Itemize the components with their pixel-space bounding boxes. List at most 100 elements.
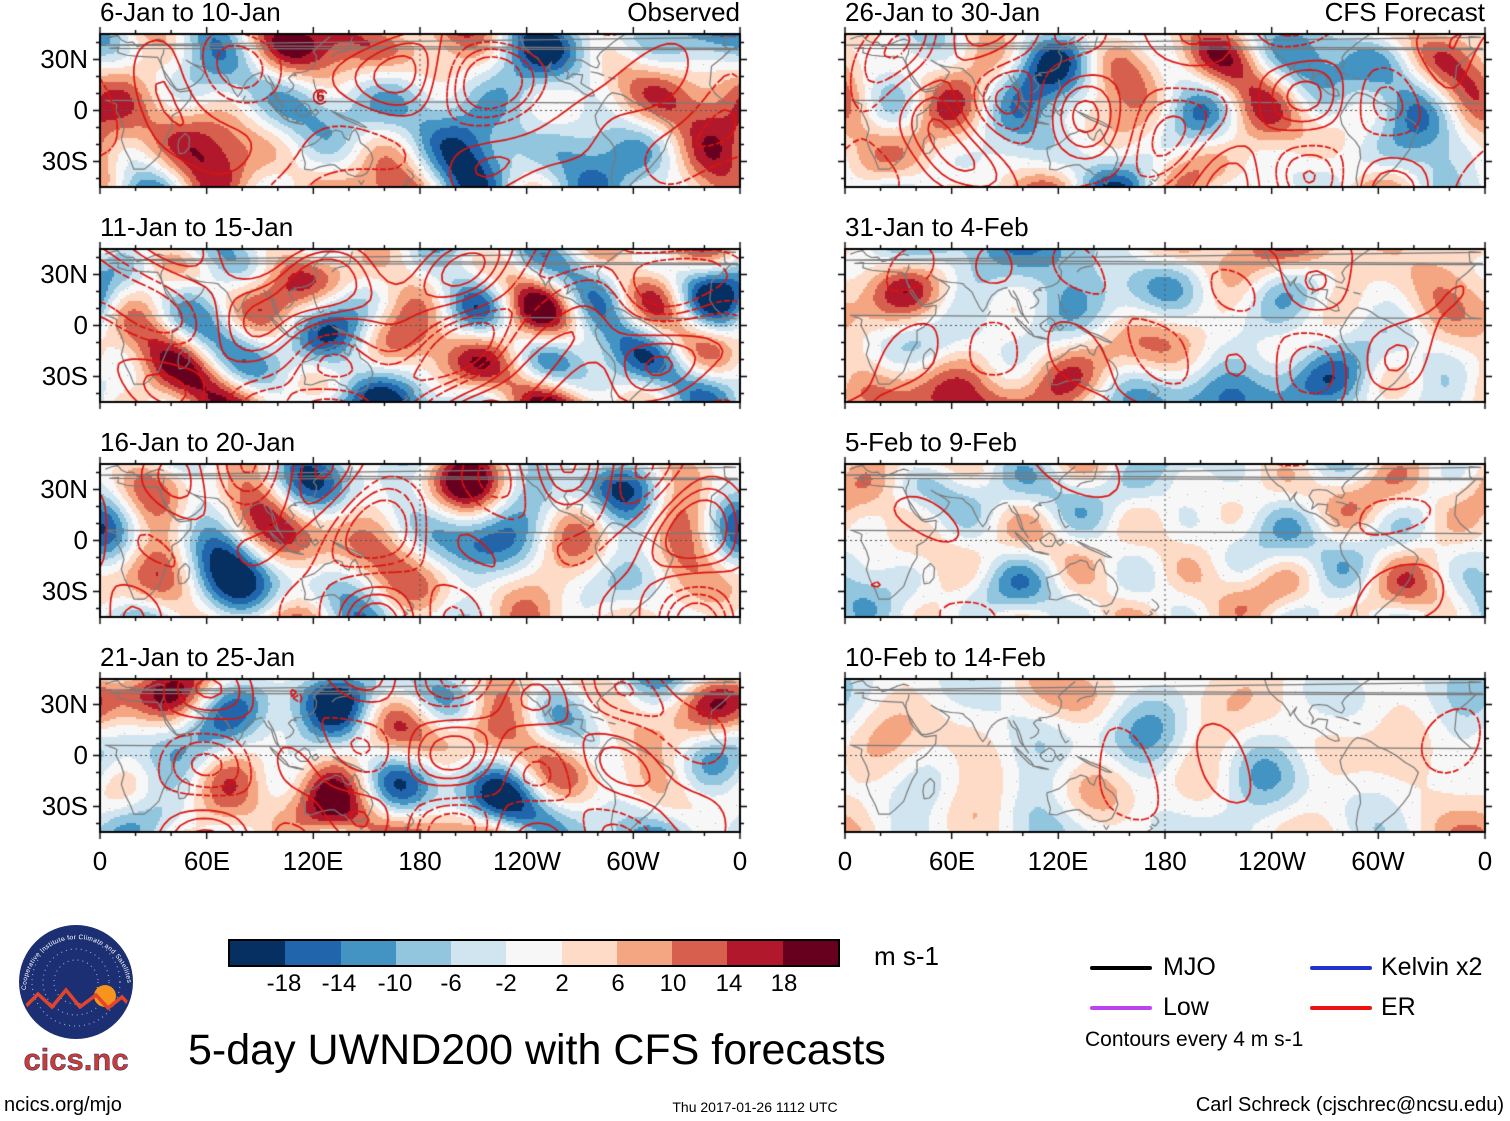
panel-row: 11-Jan to 15-Jan: [90, 212, 750, 430]
lon-tick-label: 120E: [1027, 846, 1089, 876]
observed-column: 6-Jan to 10-Jan Observed 11-Jan to 15-Ja…: [90, 0, 750, 842]
lon-tick-label: 180: [1143, 846, 1187, 876]
legend-line-low: [1090, 1006, 1152, 1010]
colorbar-segment: [616, 941, 673, 965]
legend-label-er: ER: [1381, 993, 1416, 1021]
colorbar-segment: [451, 941, 507, 965]
panel-title: 16-Jan to 20-Jan: [100, 427, 296, 457]
panel-header: 16-Jan to 20-Jan: [100, 427, 740, 458]
colorbar-tick-label: 18: [770, 970, 798, 997]
panel-title: 10-Feb to 14-Feb: [845, 642, 1046, 672]
colorbar-segment: [230, 941, 286, 965]
lon-tick-label: 60W: [1351, 846, 1405, 876]
legend-line-mjo: [1090, 966, 1152, 970]
lon-tick-label: 60E: [183, 846, 231, 876]
panel-row: 31-Jan to 4-Feb: [835, 212, 1495, 430]
lon-tick-label: 120W: [493, 846, 561, 876]
panel-header: 26-Jan to 30-Jan CFS Forecast: [845, 0, 1485, 28]
map-panel-canvas: [90, 454, 750, 627]
colorbar-tick-label: -2: [495, 970, 517, 997]
lat-tick-label: 30N: [40, 44, 88, 74]
lon-tick-label: 60W: [606, 846, 660, 876]
map-panel-canvas: [835, 669, 1495, 842]
lat-tick-label: 30S: [41, 576, 88, 606]
lat-tick-label: 30N: [40, 259, 88, 289]
colorbar-units: m s-1: [874, 941, 939, 971]
footer-credit: Carl Schreck (cjschrec@ncsu.edu): [1195, 1094, 1504, 1116]
colorbar-segment: [782, 941, 838, 965]
logo-mountains-icon: [21, 987, 131, 1012]
panel-row: 5-Feb to 9-Feb: [835, 427, 1495, 645]
colorbar-tick-label: 6: [611, 970, 625, 997]
panel-row: 6-Jan to 10-Jan Observed: [90, 0, 750, 215]
panel-header: 31-Jan to 4-Feb: [845, 212, 1485, 243]
legend-label-low: Low: [1163, 993, 1209, 1021]
legend-line-er: [1310, 1006, 1372, 1010]
colorbar-segment: [506, 941, 562, 965]
panel-title: 21-Jan to 25-Jan: [100, 642, 296, 672]
colorbar-tick-label: -18: [266, 970, 302, 997]
footer-url: ncics.org/mjo: [4, 1094, 122, 1116]
colorbar-segment: [340, 941, 396, 965]
forecast-column: 26-Jan to 30-Jan CFS Forecast 31-Jan to …: [835, 0, 1495, 842]
column-corner-label: Observed: [627, 0, 740, 27]
colorbar-segment: [672, 941, 728, 965]
colorbar-segment: [395, 941, 452, 965]
logo-sun-icon: [94, 985, 116, 1007]
contour-interval-note: Contours every 4 m s-1: [1085, 1028, 1304, 1051]
legend-label-kelvin: Kelvin x2: [1381, 953, 1483, 981]
lon-tick-label: 0: [837, 846, 853, 876]
lon-tick-label: 60E: [928, 846, 976, 876]
panel-row: 21-Jan to 25-Jan: [90, 642, 750, 860]
lon-tick-label: 0: [732, 846, 748, 876]
panel-row: 10-Feb to 14-Feb: [835, 642, 1495, 860]
lat-tick-label: 30N: [40, 689, 88, 719]
colorbar-tick-label: 10: [659, 970, 687, 997]
lat-tick-label: 30S: [41, 146, 88, 176]
colorbar-tick-label: -10: [377, 970, 413, 997]
legend-line-kelvin: [1310, 966, 1372, 970]
panel-title: 6-Jan to 10-Jan: [100, 0, 281, 27]
map-panel-canvas: [835, 24, 1495, 197]
lon-tick-label: 120W: [1238, 846, 1306, 876]
panel-header: 5-Feb to 9-Feb: [845, 427, 1485, 458]
lat-tick-label: 30S: [41, 791, 88, 821]
panel-title: 11-Jan to 15-Jan: [100, 212, 294, 242]
map-panel-canvas: [90, 669, 750, 842]
map-panel-canvas: [835, 454, 1495, 627]
logo-brand: cics.nc: [23, 1042, 128, 1076]
panel-header: 11-Jan to 15-Jan: [100, 212, 740, 243]
lon-tick-label: 0: [1477, 846, 1493, 876]
lat-tick-label: 0: [73, 310, 88, 340]
colorbar-segment: [285, 941, 341, 965]
panel-header: 21-Jan to 25-Jan: [100, 642, 740, 673]
colorbar-segment: [727, 941, 783, 965]
lon-tick-label: 180: [398, 846, 442, 876]
lon-tick-label: 0: [92, 846, 108, 876]
panel-row: 16-Jan to 20-Jan: [90, 427, 750, 645]
footer-timestamp: Thu 2017-01-26 1112 UTC: [672, 1099, 838, 1115]
panel-title: 5-Feb to 9-Feb: [845, 427, 1017, 457]
panel-header: 10-Feb to 14-Feb: [845, 642, 1485, 673]
column-corner-label: CFS Forecast: [1324, 0, 1485, 27]
logo-disc: [19, 925, 133, 1039]
map-panel-canvas: [90, 239, 750, 412]
map-panel-canvas: [835, 239, 1495, 412]
lat-tick-label: 0: [73, 525, 88, 555]
figure-title: 5-day UWND200 with CFS forecasts: [188, 1026, 886, 1074]
panel-row: 26-Jan to 30-Jan CFS Forecast: [835, 0, 1495, 215]
colorbar-tick-label: 14: [715, 970, 743, 997]
lon-tick-label: 120E: [282, 846, 344, 876]
lat-tick-label: 0: [73, 740, 88, 770]
legend-label-mjo: MJO: [1163, 953, 1216, 981]
panel-header: 6-Jan to 10-Jan Observed: [100, 0, 740, 28]
panel-title: 31-Jan to 4-Feb: [845, 212, 1029, 242]
colorbar-tick-label: -14: [321, 970, 357, 997]
lat-tick-label: 30N: [40, 474, 88, 504]
colorbar-tick-label: 2: [555, 970, 569, 997]
colorbar: [228, 939, 840, 967]
map-panel-canvas: [90, 24, 750, 197]
colorbar-segment: [561, 941, 617, 965]
colorbar-tick-label: -6: [440, 970, 462, 997]
